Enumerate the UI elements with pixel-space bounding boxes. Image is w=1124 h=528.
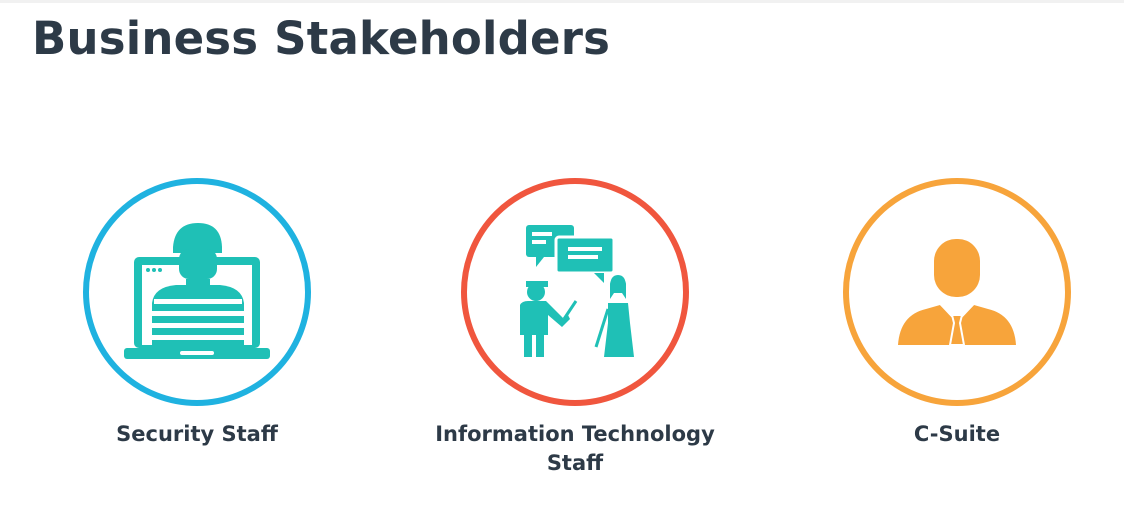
businessman-icon [843,178,1071,406]
it-ring [458,175,692,409]
person-on-laptop-icon [83,178,311,406]
security-ring [80,175,314,409]
page-title: Business Stakeholders [32,12,611,65]
stakeholder-c-suite: C-Suite [807,175,1107,505]
top-divider [0,0,1124,3]
people-discussing-icon [461,178,689,406]
stakeholder-security-staff: Security Staff [47,175,347,505]
stakeholder-label: C-Suite [913,422,1001,446]
stakeholder-label: Information Technology Staff [435,422,715,475]
stakeholder-label: Security Staff [116,422,278,446]
csuite-ring [840,175,1074,409]
stakeholder-it-staff: Information Technology Staff [425,175,725,505]
